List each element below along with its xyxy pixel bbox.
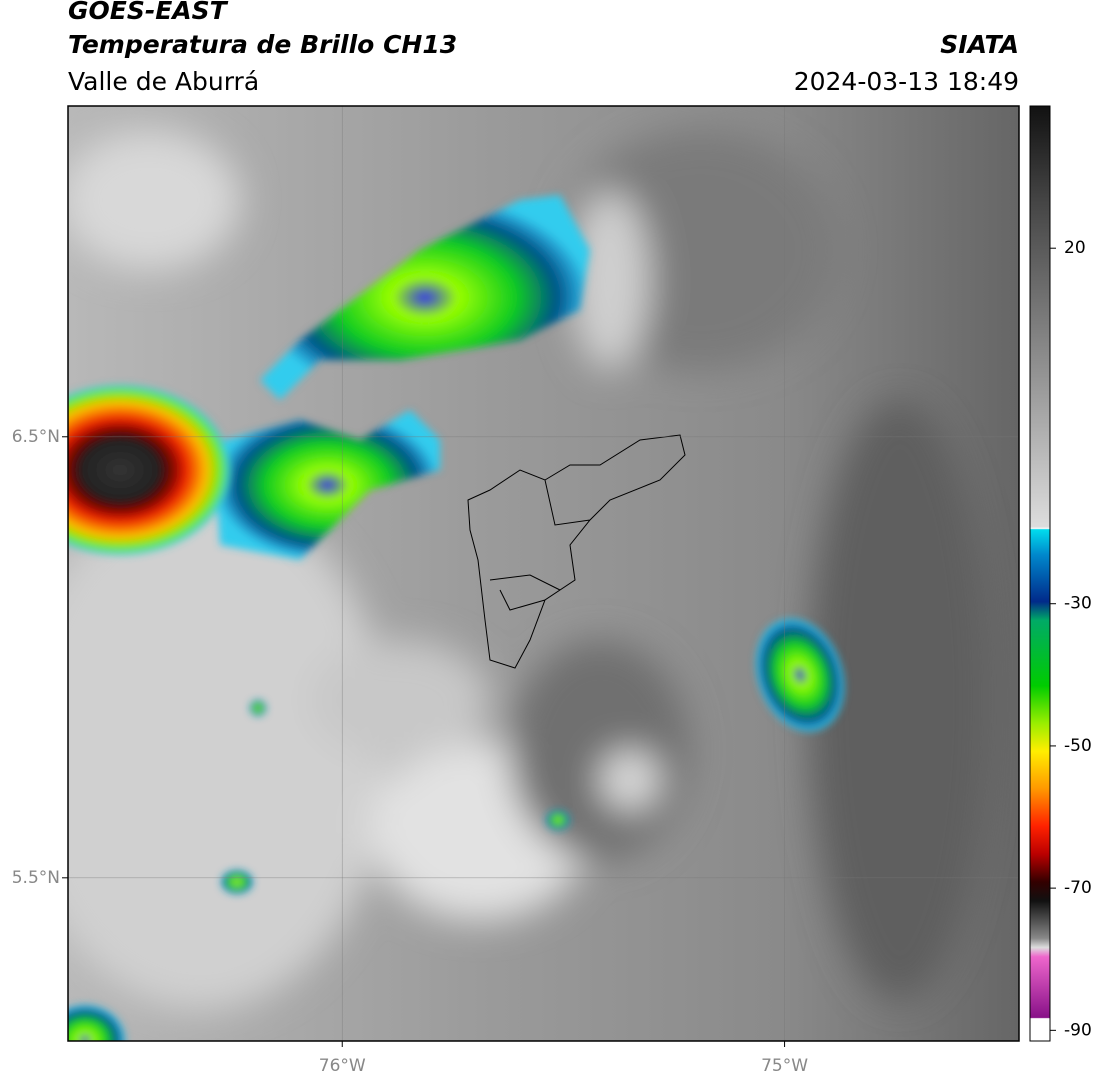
source: SIATA (940, 30, 1019, 59)
colorbar-label: -90 (1064, 1020, 1092, 1040)
satellite-image (68, 106, 1019, 1041)
lon-label: 76°W (319, 1056, 366, 1076)
lat-label: 6.5°N (12, 427, 60, 447)
timestamp: 2024-03-13 18:49 (794, 67, 1019, 96)
title: GOES-EAST (68, 0, 229, 25)
colorbar-label: -50 (1064, 736, 1092, 756)
lat-label: 5.5°N (12, 868, 60, 888)
colorbar-label: -70 (1064, 878, 1092, 898)
lon-label: 75°W (761, 1056, 808, 1076)
colorbar (1029, 105, 1051, 1042)
subtitle: Temperatura de Brillo CH13 (68, 30, 457, 59)
region: Valle de Aburrá (68, 67, 259, 96)
map-frame (67, 105, 1020, 1042)
colorbar-label: -30 (1064, 594, 1092, 614)
graticule (68, 106, 1019, 1041)
colorbar-label: 20 (1064, 238, 1086, 258)
municipal-boundaries (467, 434, 686, 669)
